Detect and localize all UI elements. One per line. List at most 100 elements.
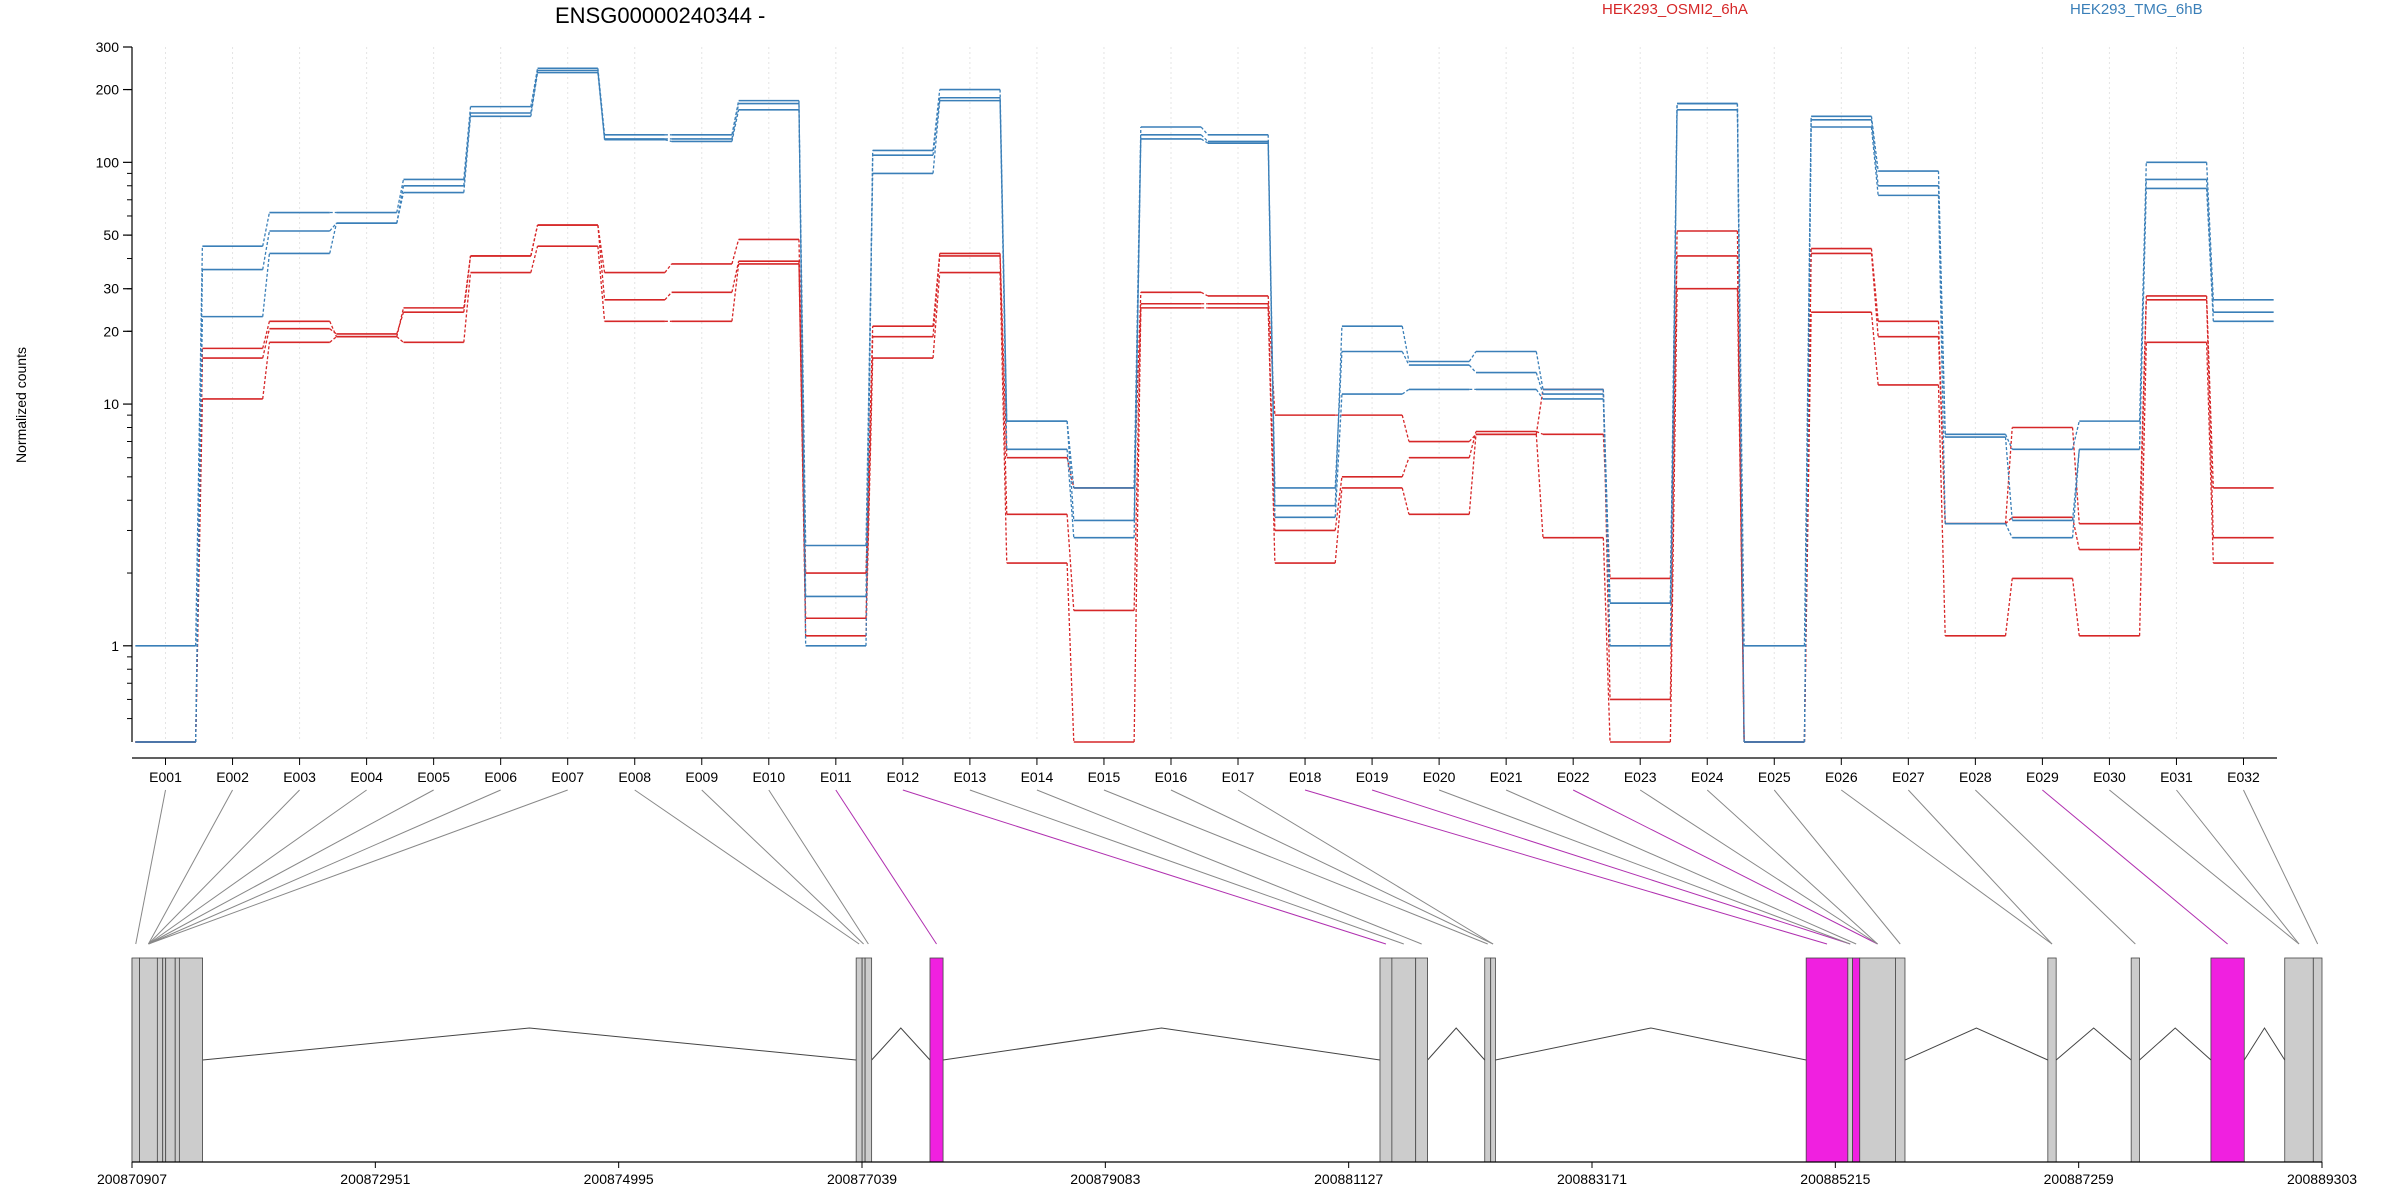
series-transition (2004, 523, 2013, 538)
series-transition (1468, 434, 1477, 515)
x-tick-label: E013 (954, 769, 987, 785)
intron-line (1427, 1027, 1486, 1061)
series-transition (1669, 230, 1678, 700)
series-transition (1536, 430, 1544, 435)
exon-box (1379, 957, 1393, 1163)
exon-connector (634, 789, 860, 945)
series-transition (664, 139, 672, 143)
exon-box (2284, 957, 2314, 1163)
x-tick-label: E015 (1088, 769, 1121, 785)
exon-box (2130, 957, 2140, 1163)
series-5 (135, 71, 2274, 743)
x-tick-label: E012 (887, 769, 920, 785)
exon-connector (2042, 789, 2228, 945)
chart-title: ENSG00000240344 - (555, 3, 765, 28)
genome-tick-label: 200887259 (2044, 1171, 2114, 1187)
exon-connector (147, 789, 233, 945)
series-transition (1200, 138, 1209, 144)
exon-highlight (1805, 957, 1849, 1163)
exon-box (2047, 957, 2057, 1163)
exon-connector (1841, 789, 2053, 945)
series-transition (2205, 342, 2214, 564)
exon-connector (1103, 789, 1488, 945)
exon-connector (135, 789, 167, 945)
y-axis: 300 200 100 50 30 20 10 1 (96, 39, 133, 742)
series-transition (262, 212, 271, 247)
series-transition (262, 230, 271, 270)
exon-connector (1438, 789, 1851, 945)
series-transition (597, 72, 606, 140)
y-tick-label: 300 (96, 39, 120, 55)
exon-connector (1773, 789, 1901, 945)
series-transition (2205, 295, 2214, 488)
series-transition (2071, 578, 2080, 636)
series-transition (1401, 457, 1410, 478)
series-transition (798, 263, 807, 636)
series-transition (1870, 253, 1879, 337)
exon-connector (148, 789, 434, 945)
series-4 (135, 69, 2274, 743)
series-transition (999, 272, 1008, 564)
y-axis-label: Normalized counts (13, 347, 29, 463)
series-transition (1803, 253, 1812, 743)
series-transition (932, 272, 941, 359)
exon-connector (1907, 789, 2053, 945)
genome-axis: 200870907 200872951 200874995 200877039 2008… (97, 1161, 2357, 1187)
series-transition (597, 225, 606, 300)
series-transition (1937, 384, 1946, 636)
series-transition (1401, 414, 1410, 442)
exon-connector (701, 789, 864, 945)
exon-box (855, 957, 863, 1163)
exon-box (1847, 957, 1853, 1163)
series-transition (530, 224, 539, 257)
series-transition (463, 255, 472, 313)
series-transition (2138, 299, 2147, 550)
series-transition (2138, 188, 2147, 450)
x-tick-label: E001 (149, 769, 182, 785)
exon-box (131, 957, 140, 1163)
series-transition (1669, 288, 1678, 743)
x-tick-label: E030 (2093, 769, 2126, 785)
series-transition (1535, 351, 1544, 390)
genome-tick-label: 200870907 (97, 1171, 167, 1187)
series-transition (1267, 143, 1276, 518)
x-tick-label: E002 (216, 769, 249, 785)
exon-connector (1639, 789, 1878, 945)
series-transition (1401, 326, 1410, 362)
series-transition (1200, 126, 1209, 136)
series-transition (530, 70, 539, 114)
series-transition (731, 109, 740, 142)
exon-connector (835, 789, 937, 945)
gene-model (131, 957, 2323, 1163)
x-tick-label: E018 (1289, 769, 1322, 785)
genome-tick-label: 200885215 (1800, 1171, 1870, 1187)
exon-box (1415, 957, 1428, 1163)
x-tick-label: E009 (685, 769, 718, 785)
x-tick-label: E017 (1222, 769, 1255, 785)
x-tick-label: E028 (1959, 769, 1992, 785)
exon-connector (148, 789, 501, 945)
x-tick-label: E031 (2160, 769, 2193, 785)
series-transition (932, 255, 941, 337)
exon-box (162, 957, 167, 1163)
series-transition (1669, 255, 1678, 579)
series-transition (530, 72, 539, 117)
series-transition (1803, 127, 1812, 743)
exon-gridlines (165, 47, 2244, 742)
exon-connector (2243, 789, 2319, 945)
series-transition (2004, 427, 2013, 524)
series-transition (999, 255, 1008, 515)
series-transition (396, 192, 405, 224)
series-transition (262, 321, 271, 349)
series-transition (1535, 389, 1544, 400)
x-tick-label: E014 (1021, 769, 1054, 785)
x-tick-label: E025 (1758, 769, 1791, 785)
exon-connector (148, 789, 568, 945)
series-transition (329, 223, 338, 254)
series-transition (2205, 162, 2214, 300)
series-transition (1602, 537, 1611, 743)
series-transition (731, 100, 740, 135)
series-transition (798, 109, 807, 546)
intron-line (1495, 1027, 1807, 1061)
exon-connector (1572, 789, 1878, 945)
